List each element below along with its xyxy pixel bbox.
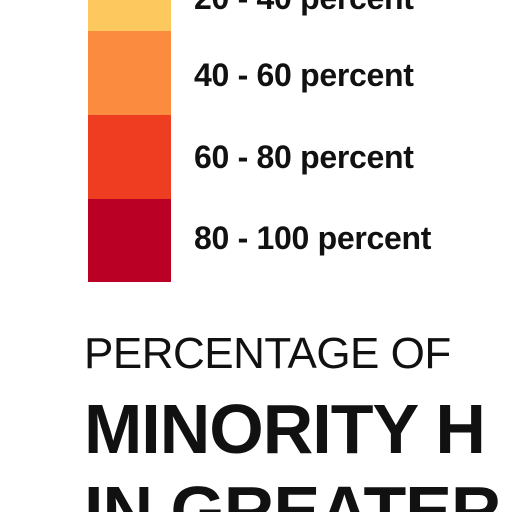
legend-swatch-80-100	[88, 199, 171, 282]
map-title-line-2: MINORITY H	[84, 390, 486, 468]
legend-label-40-60: 40 - 60 percent	[194, 57, 414, 93]
legend-label-20-40: 20 - 40 percent	[194, 0, 414, 14]
legend-swatch-40-60	[88, 31, 171, 115]
map-title: PERCENTAGE OF MINORITY H IN GREATER	[84, 328, 512, 512]
map-title-line-3: IN GREATER	[84, 472, 501, 512]
legend-swatch-20-40	[88, 0, 171, 31]
legend-swatch-60-80	[88, 115, 171, 199]
legend-label-60-80: 60 - 80 percent	[194, 139, 414, 175]
map-title-line-1: PERCENTAGE OF	[84, 329, 451, 378]
legend-label-80-100: 80 - 100 percent	[194, 220, 432, 256]
map-legend: 20 - 40 percent 40 - 60 percent 60 - 80 …	[88, 0, 432, 282]
